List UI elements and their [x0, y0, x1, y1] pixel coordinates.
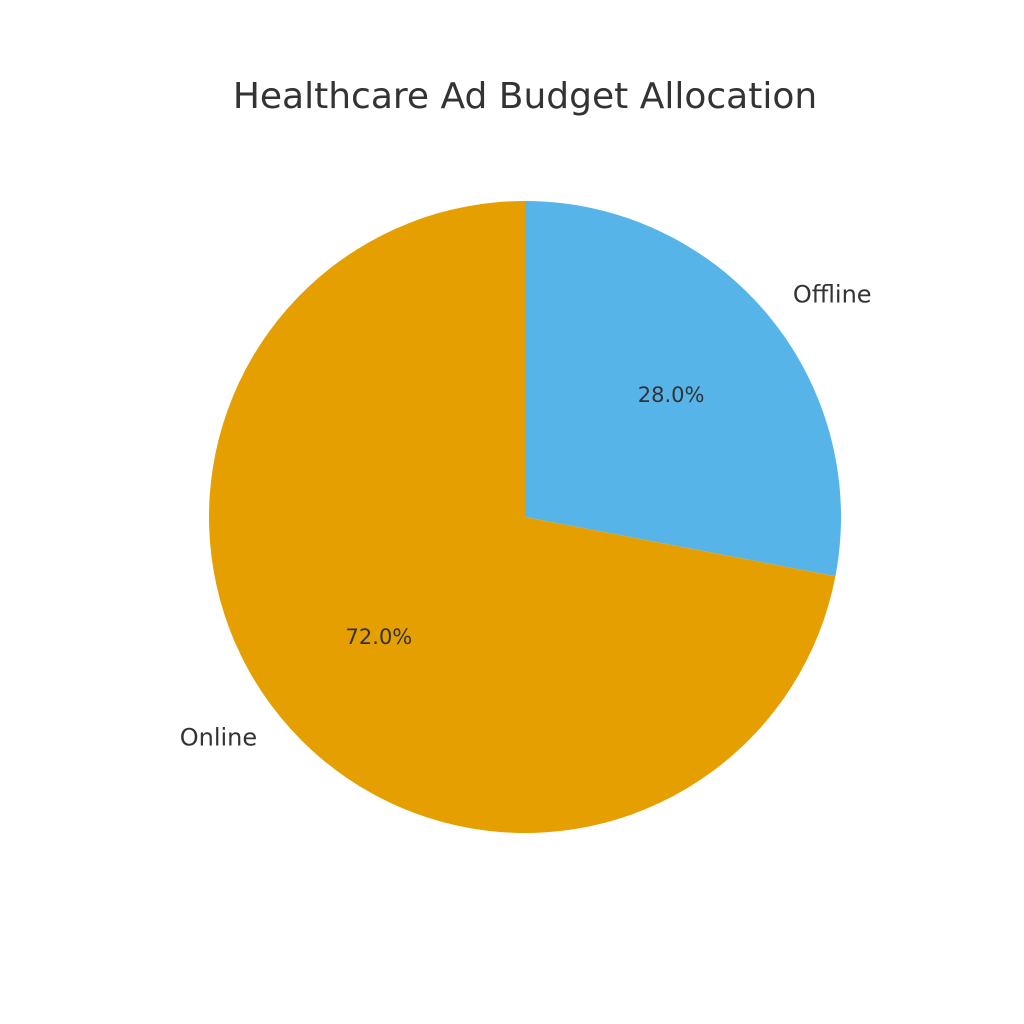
slice-label-online: Online: [180, 724, 257, 752]
pie-labels: Offline 28.0% Online 72.0%: [180, 280, 872, 751]
slice-percent-offline: 28.0%: [638, 383, 705, 407]
pie-slices: [208, 201, 841, 833]
pie-slice-offline: [525, 201, 841, 577]
slice-label-offline: Offline: [793, 280, 872, 308]
pie-slice-online: [208, 201, 836, 833]
chart-title: Healthcare Ad Budget Allocation: [233, 76, 817, 117]
slice-percent-online: 72.0%: [346, 625, 413, 649]
